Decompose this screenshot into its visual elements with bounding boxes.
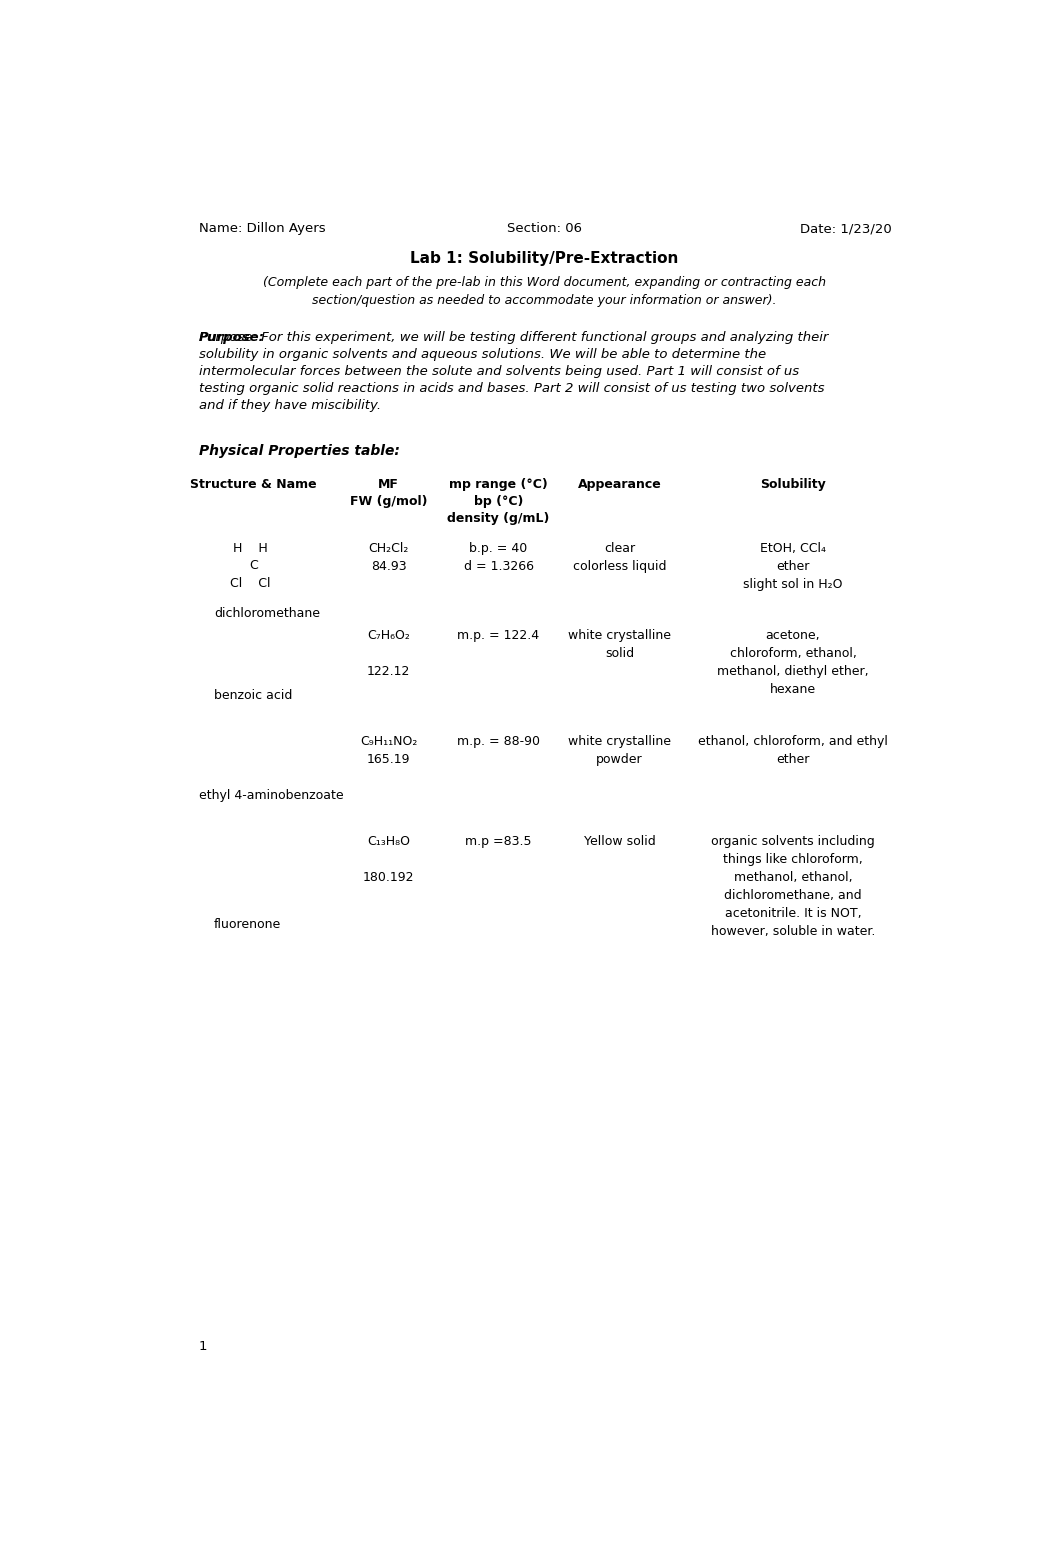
Text: Lab 1: Solubility/Pre-Extraction: Lab 1: Solubility/Pre-Extraction [410,252,679,266]
Text: 1: 1 [199,1340,207,1352]
Text: mp range (°C)
bp (°C)
density (g/mL): mp range (°C) bp (°C) density (g/mL) [447,478,550,524]
Text: Appearance: Appearance [578,478,662,490]
Text: m.p. = 122.4: m.p. = 122.4 [458,629,539,641]
Text: Purpose: For this experiment, we will be testing different functional groups and: Purpose: For this experiment, we will be… [199,331,828,412]
Text: m.p =83.5: m.p =83.5 [465,836,532,848]
Text: C₉H₁₁NO₂
165.19: C₉H₁₁NO₂ 165.19 [360,734,417,766]
Text: organic solvents including
things like chloroform,
methanol, ethanol,
dichlorome: organic solvents including things like c… [710,836,875,938]
Text: C₇H₆O₂

122.12: C₇H₆O₂ 122.12 [366,629,410,678]
Text: dichloromethane: dichloromethane [215,607,320,621]
Text: Physical Properties table:: Physical Properties table: [199,443,399,457]
Text: Solubility: Solubility [760,478,826,490]
Text: Purpose:: Purpose: [199,331,264,344]
Text: b.p. = 40
d = 1.3266: b.p. = 40 d = 1.3266 [463,541,533,573]
Text: EtOH, CCl₄
ether
slight sol in H₂O: EtOH, CCl₄ ether slight sol in H₂O [743,541,843,591]
Text: Structure & Name: Structure & Name [189,478,316,490]
Text: ethanol, chloroform, and ethyl
ether: ethanol, chloroform, and ethyl ether [698,734,888,766]
Text: white crystalline
solid: white crystalline solid [568,629,671,660]
Text: C: C [242,560,259,573]
Text: H    H: H H [234,541,268,554]
Text: white crystalline
powder: white crystalline powder [568,734,671,766]
Text: acetone,
chloroform, ethanol,
methanol, diethyl ether,
hexane: acetone, chloroform, ethanol, methanol, … [717,629,869,696]
Text: m.p. = 88-90: m.p. = 88-90 [457,734,541,748]
Text: Cl    Cl: Cl Cl [230,577,271,590]
Text: Section: 06: Section: 06 [507,223,582,235]
Text: Name: Dillon Ayers: Name: Dillon Ayers [199,223,325,235]
Text: CH₂Cl₂
84.93: CH₂Cl₂ 84.93 [369,541,409,573]
Text: benzoic acid: benzoic acid [215,689,292,702]
Text: fluorenone: fluorenone [215,918,281,930]
Text: ethyl 4-aminobenzoate: ethyl 4-aminobenzoate [199,789,343,801]
Text: clear
colorless liquid: clear colorless liquid [572,541,666,573]
Text: C₁₃H₈O

180.192: C₁₃H₈O 180.192 [363,836,414,884]
Text: (Complete each part of the pre-lab in this Word document, expanding or contracti: (Complete each part of the pre-lab in th… [262,275,826,307]
Text: Yellow solid: Yellow solid [584,836,655,848]
Text: Date: 1/23/20: Date: 1/23/20 [800,223,892,235]
Text: MF
FW (g/mol): MF FW (g/mol) [349,478,427,507]
